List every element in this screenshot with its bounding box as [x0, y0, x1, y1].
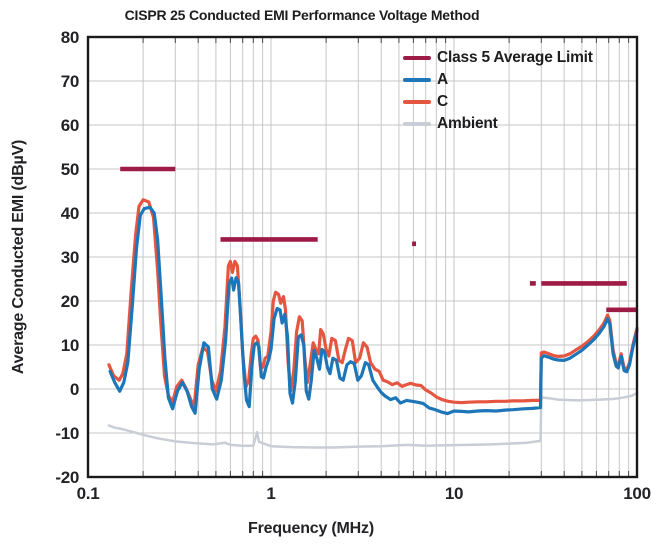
x-tick-label: 1 [266, 484, 275, 503]
y-tick-label: 30 [61, 248, 79, 267]
x-tick-label: 0.1 [77, 484, 100, 503]
gridlines [88, 37, 637, 477]
y-tick-label: 20 [61, 292, 79, 311]
x-axis-title: Frequency (MHz) [248, 520, 374, 537]
y-tick-label: 80 [61, 28, 79, 47]
x-tick-label: 10 [445, 484, 463, 503]
legend-item-c: C [403, 91, 593, 113]
y-tick-label: 0 [70, 380, 79, 399]
chart-title: CISPR 25 Conducted EMI Performance Volta… [124, 7, 480, 23]
legend-label-limit: Class 5 Average Limit [437, 49, 593, 66]
y-tick-label: 70 [61, 72, 79, 91]
legend-label-c: C [437, 93, 448, 110]
series-a-swatch-icon [403, 77, 431, 83]
limit-line-swatch-icon [403, 55, 431, 61]
series-ambient-swatch-icon [403, 121, 431, 127]
legend-label-a: A [437, 71, 448, 88]
legend-item-a: A [403, 69, 593, 91]
series-c-swatch-icon [403, 99, 431, 105]
legend: Class 5 Average Limit A C Ambient [403, 47, 593, 135]
legend-item-ambient: Ambient [403, 113, 593, 135]
x-tick-labels: 0.1 1 10 100 [77, 484, 651, 503]
y-tick-labels: 80 70 60 50 40 30 20 10 0 -10 -20 [55, 28, 79, 487]
y-tick-label: 60 [61, 116, 79, 135]
x-tick-label: 100 [623, 484, 650, 503]
y-tick-label: -20 [55, 468, 79, 487]
y-tick-label: 10 [61, 336, 79, 355]
y-axis-title: Average Conducted EMI (dBµV) [10, 139, 27, 375]
plot-frame [86, 35, 639, 479]
y-tick-label: -10 [55, 424, 79, 443]
series-a-path [108, 205, 639, 416]
class5-limit-segments [120, 166, 637, 313]
legend-item-limit: Class 5 Average Limit [403, 47, 593, 69]
legend-label-ambient: Ambient [437, 115, 498, 132]
series-ambient-path [107, 391, 639, 449]
y-tick-label: 50 [61, 160, 79, 179]
y-tick-label: 40 [61, 204, 79, 223]
